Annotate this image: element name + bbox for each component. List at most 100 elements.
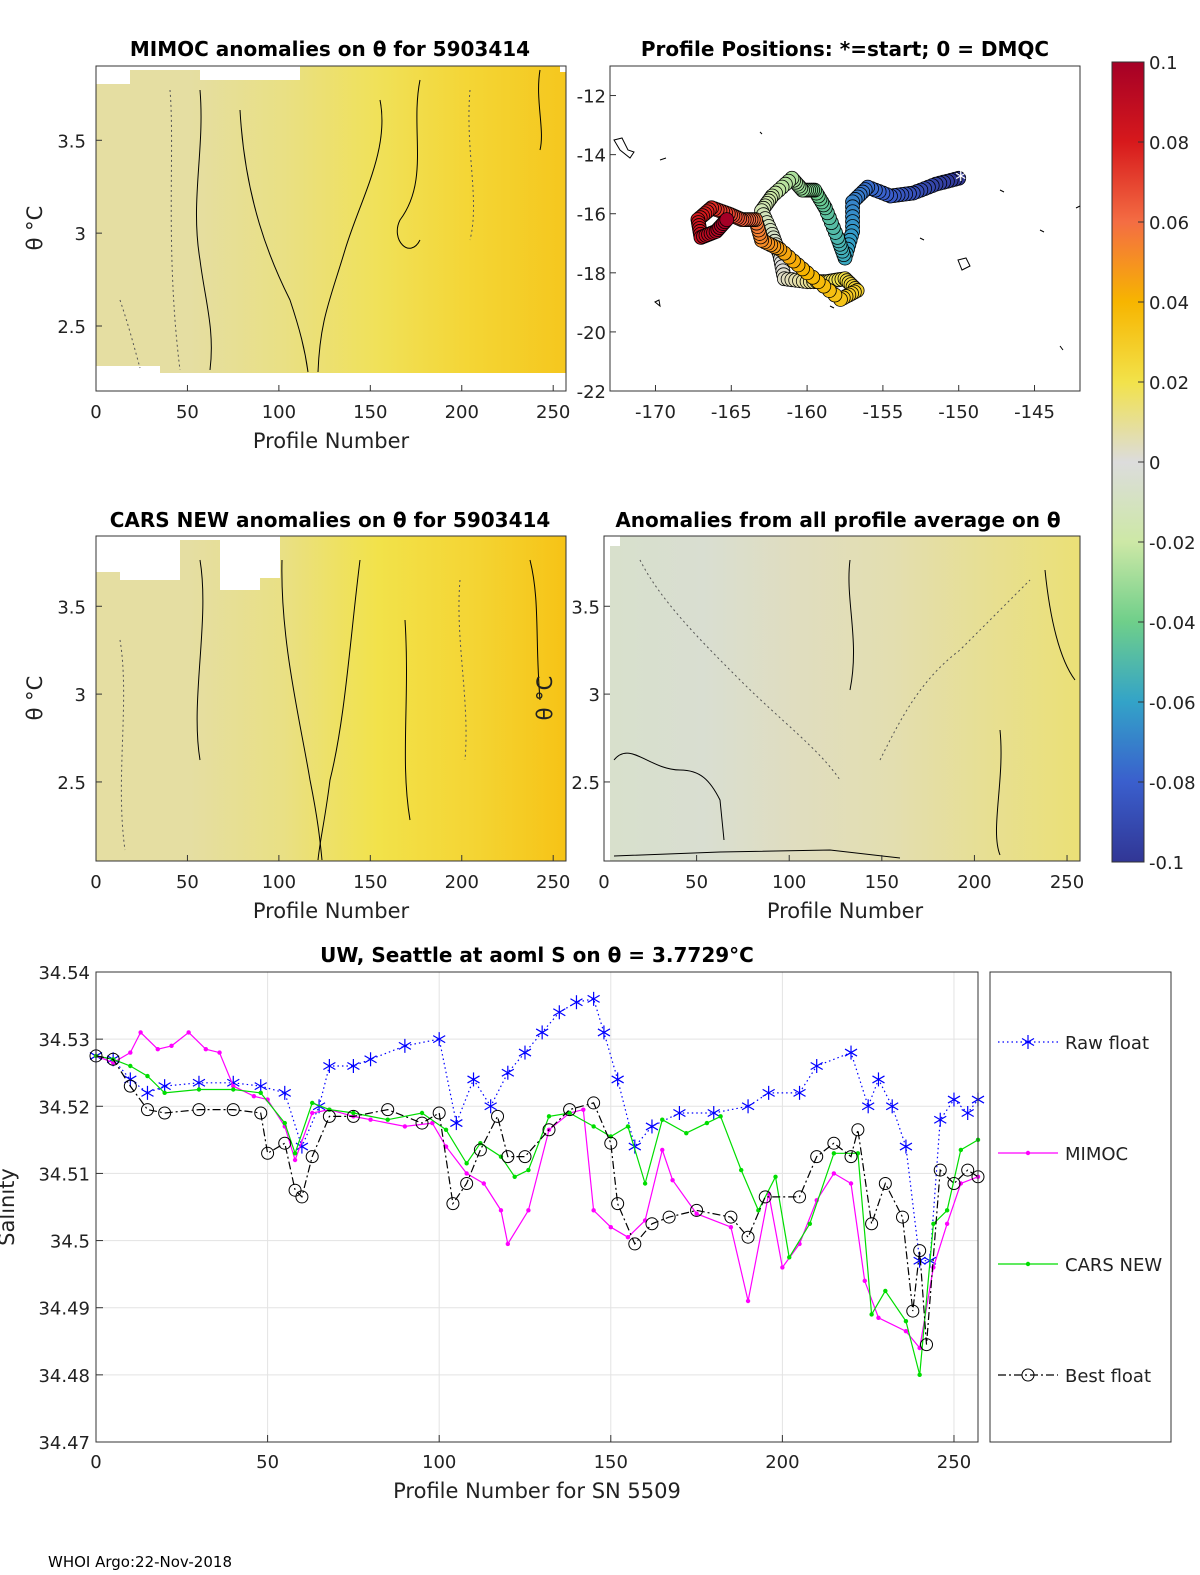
- data-point: [645, 1217, 659, 1231]
- y-tick-label: 3: [589, 685, 600, 706]
- asterisk-stroke: [597, 1028, 611, 1037]
- salinity-legend-items: Raw float MIMOC CARS NEW Best float: [998, 1033, 1162, 1387]
- asterisk-stroke: [278, 1088, 292, 1097]
- x-tick-label: 250: [536, 872, 570, 893]
- data-point: [292, 1157, 298, 1163]
- data-point: [484, 1099, 497, 1114]
- x-tick-label: 0: [90, 1452, 101, 1473]
- y-tick-label: 34.5: [50, 1232, 90, 1253]
- data-point: [913, 1244, 927, 1258]
- x-tick-label: -150: [938, 402, 979, 423]
- data-point: [944, 1208, 950, 1213]
- y-tick-label: 3: [75, 224, 86, 245]
- x-tick-label: 50: [685, 872, 708, 893]
- x-tick-label: 0: [90, 402, 101, 423]
- x-tick-label: 100: [772, 872, 806, 893]
- asterisk-stroke: [741, 1102, 755, 1111]
- x-tick-label: 250: [1050, 872, 1084, 893]
- data-point: [535, 1025, 549, 1040]
- data-point: [526, 1167, 531, 1173]
- x-tick-label: 200: [957, 872, 991, 893]
- average-contour: [848, 559, 855, 691]
- asterisk-stroke: [673, 1108, 686, 1118]
- data-point: [106, 1052, 120, 1066]
- positions-axes-box: [609, 65, 1081, 392]
- data-point: [903, 1318, 909, 1324]
- mimoc-ylabel: θ °C: [23, 206, 47, 251]
- data-point: [231, 1083, 236, 1089]
- data-point: [518, 1045, 532, 1060]
- data-point: [587, 1096, 601, 1110]
- data-point: [793, 1190, 807, 1204]
- data-point: [591, 1208, 596, 1213]
- y-tick-label: 34.52: [38, 1097, 90, 1118]
- data-point: [604, 1136, 618, 1150]
- asterisk-stroke: [961, 1108, 975, 1118]
- cars-panel: CARS NEW anomalies on θ for 5903414 0 50 1…: [23, 508, 570, 923]
- y-tick-label: -12: [577, 87, 606, 108]
- island-outline: [1059, 345, 1064, 351]
- data-point: [419, 1110, 425, 1116]
- asterisk-stroke: [885, 1102, 899, 1111]
- data-point: [192, 1103, 206, 1117]
- cars-axes-box: [95, 535, 567, 862]
- data-point: [762, 1085, 775, 1100]
- y-tick-label: 2.5: [57, 317, 86, 338]
- data-point: [728, 1224, 734, 1230]
- island-outlines: [613, 131, 1081, 351]
- data-point: [741, 1230, 755, 1244]
- data-point: [467, 1072, 480, 1087]
- data-point: [869, 1312, 874, 1317]
- y-tick-label: 34.48: [38, 1366, 90, 1387]
- cars-contour: [317, 559, 361, 861]
- data-point: [327, 1107, 332, 1112]
- data-point: [608, 1134, 613, 1139]
- cars-xlabel: Profile Number: [253, 899, 410, 923]
- data-point: [138, 1030, 143, 1035]
- data-point: [446, 1197, 460, 1211]
- island-outline: [759, 131, 763, 135]
- island-outline: [957, 257, 971, 271]
- salinity-title: UW, Seattle at aoml S on θ = 3.7729°C: [320, 943, 754, 967]
- y-tick-label: 34.51: [38, 1164, 90, 1185]
- average-contour: [1044, 569, 1076, 681]
- data-point: [443, 1127, 449, 1132]
- x-tick-label: 150: [353, 402, 387, 423]
- average-plot: [603, 535, 1081, 862]
- colorbar-tick-label: -0.04: [1149, 613, 1196, 634]
- legend-marker: [1021, 1368, 1035, 1382]
- data-point: [787, 1255, 792, 1260]
- asterisk-stroke: [450, 1119, 463, 1128]
- asterisk-stroke: [611, 1075, 624, 1084]
- asterisk-stroke: [645, 1122, 659, 1131]
- data-point: [917, 1372, 922, 1378]
- data-point: [810, 1150, 824, 1164]
- salinity-plot-bg: [96, 972, 978, 1442]
- data-point: [128, 1063, 133, 1069]
- legend-marker: [1021, 1035, 1035, 1049]
- asterisk-stroke: [844, 1048, 858, 1057]
- mimoc-contour-dotted: [119, 299, 141, 369]
- x-tick-label: -165: [711, 402, 752, 423]
- float-track: *: [690, 168, 966, 307]
- salinity-xlabel: Profile Number for SN 5509: [393, 1479, 681, 1503]
- island-outline: [1075, 205, 1081, 209]
- data-point: [282, 1120, 287, 1126]
- data-point: [322, 1109, 336, 1123]
- data-point: [670, 1177, 675, 1183]
- data-point: [931, 1221, 936, 1226]
- data-point: [158, 1106, 172, 1120]
- legend-marker: [1025, 1261, 1031, 1267]
- y-tick-label: 34.47: [38, 1433, 90, 1454]
- salinity-axes-box: [95, 971, 979, 1443]
- data-point: [368, 1117, 373, 1122]
- island-outline: [919, 237, 925, 241]
- data-point: [501, 1150, 515, 1164]
- data-point: [745, 1298, 751, 1304]
- data-point: [758, 1190, 772, 1204]
- data-point: [464, 1171, 469, 1176]
- data-point: [862, 1278, 867, 1284]
- cars-contour: [529, 559, 541, 701]
- asterisk-stroke: [518, 1048, 532, 1057]
- data-point: [827, 1136, 841, 1150]
